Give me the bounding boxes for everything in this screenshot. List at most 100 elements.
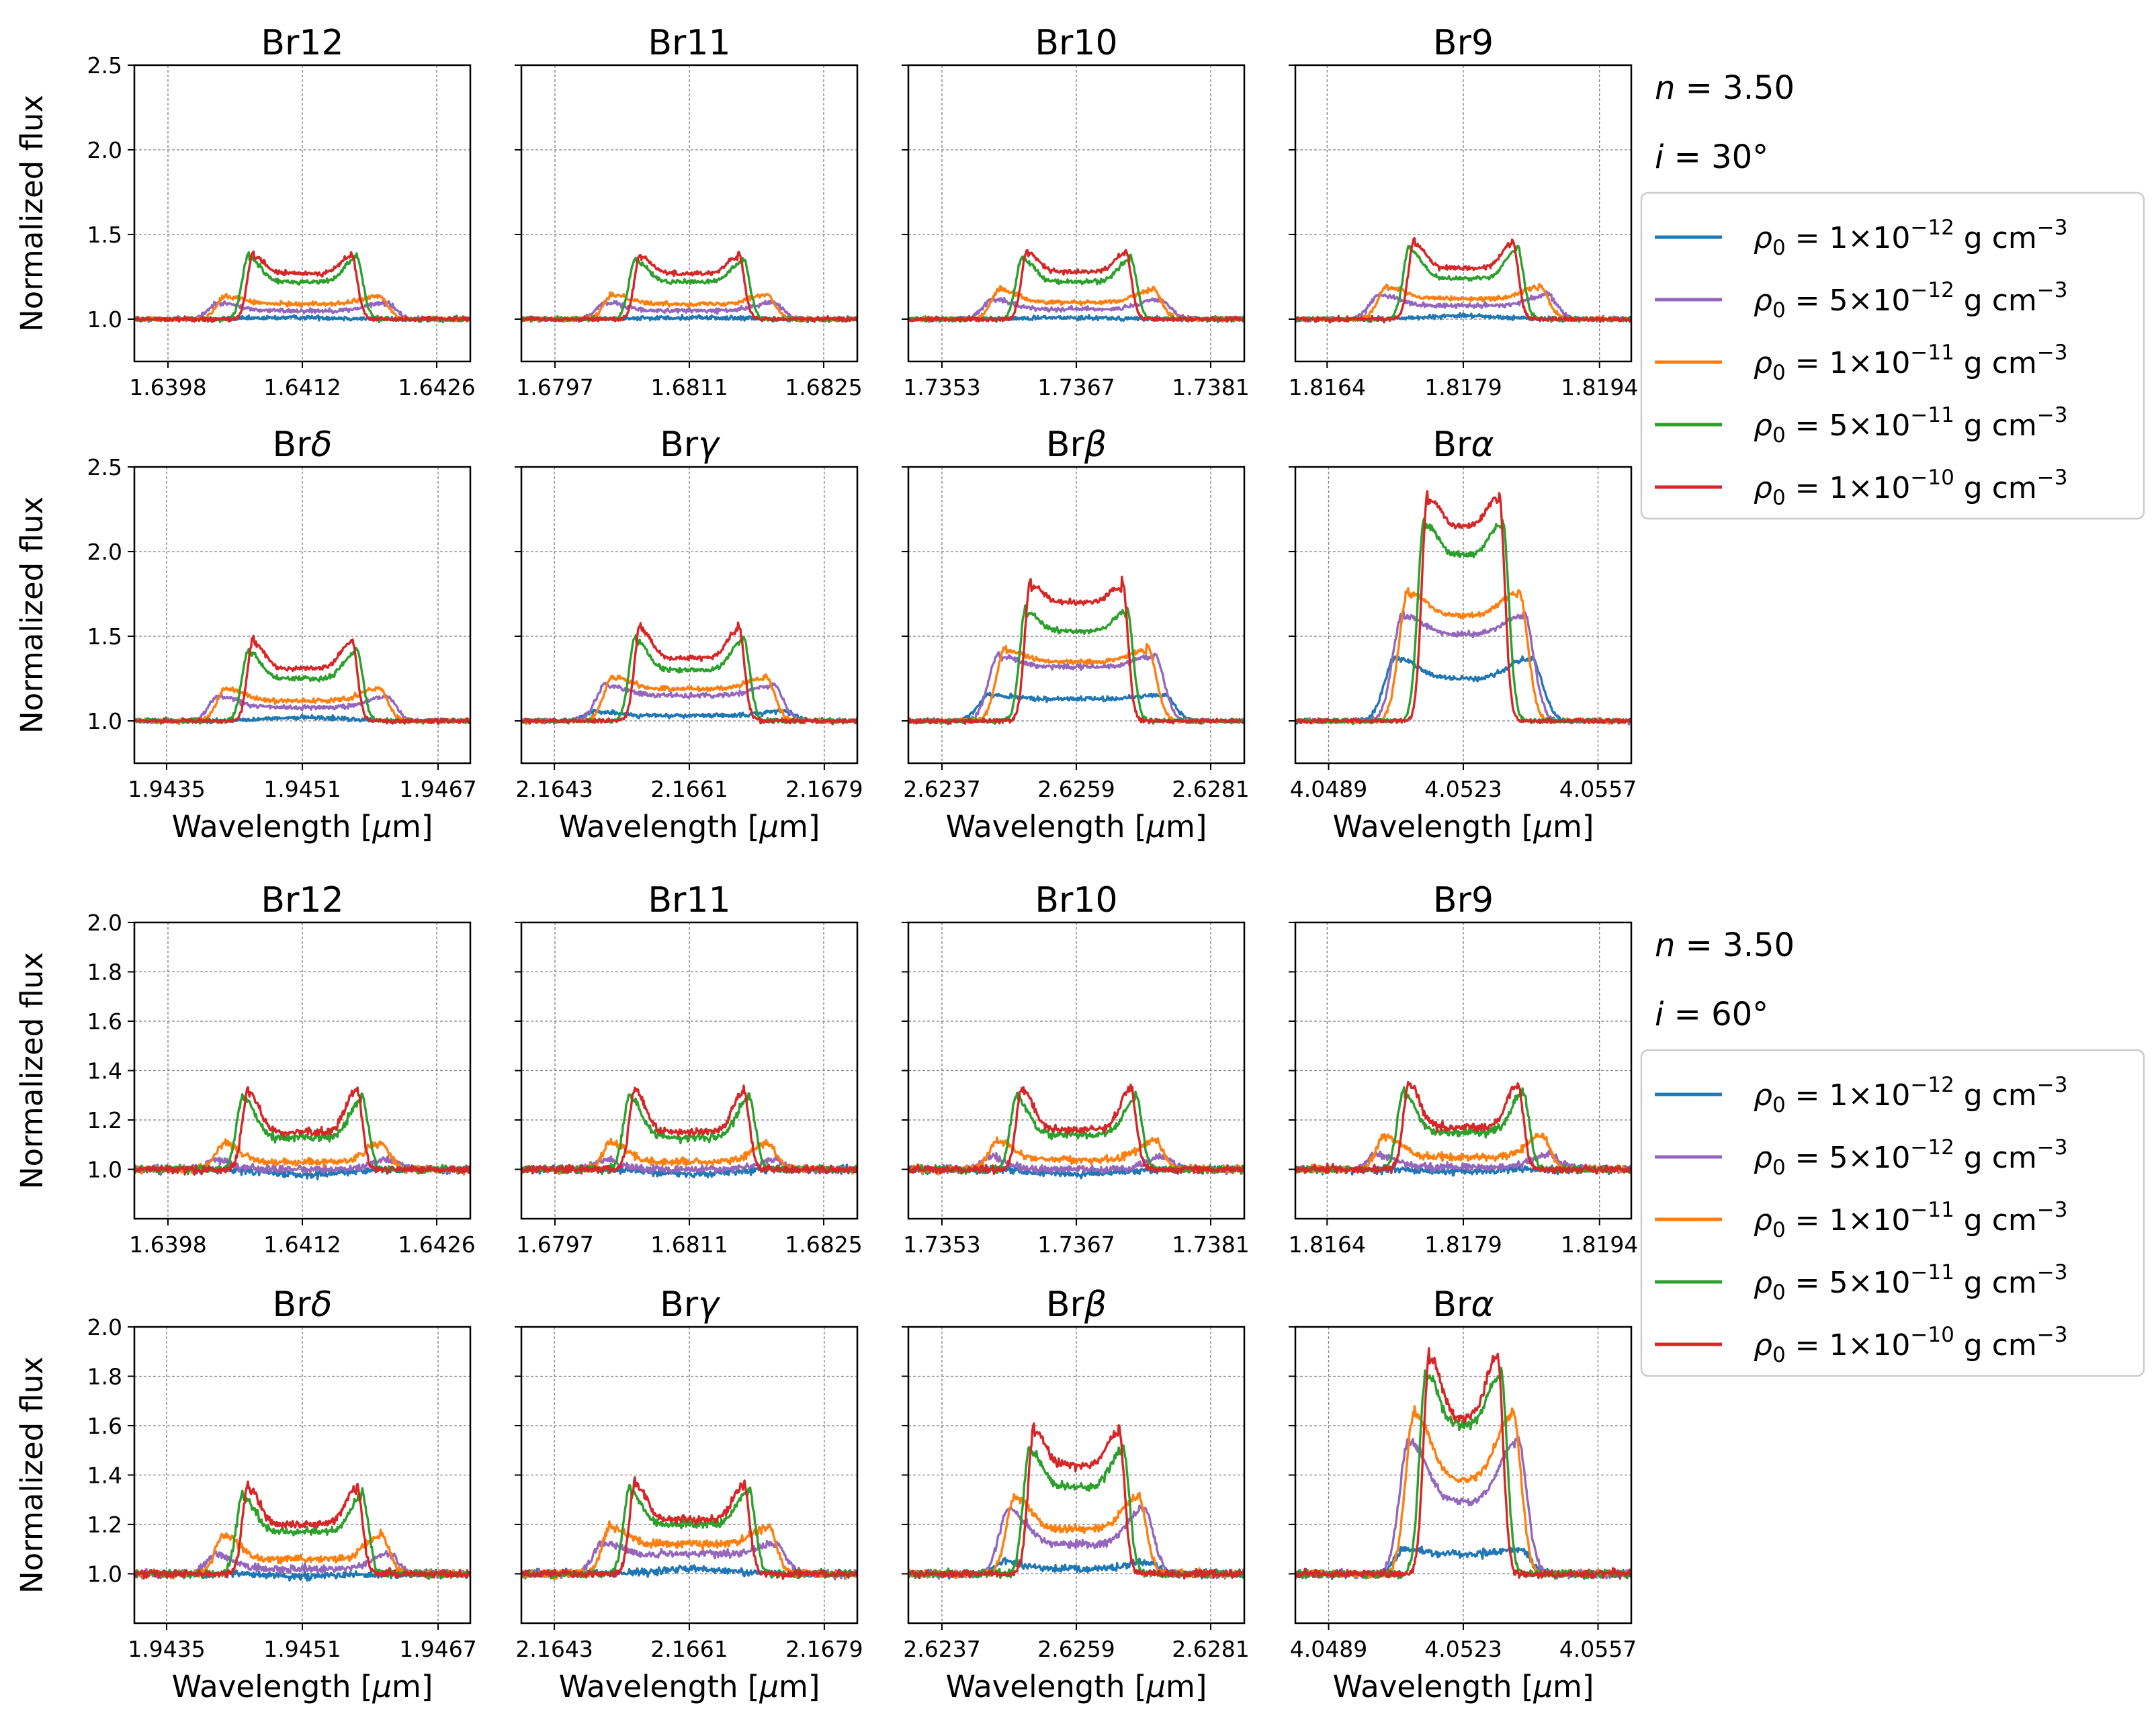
panel-title: Br10 [1035,23,1117,63]
x-tick-label: 1.6398 [129,374,206,400]
x-tick-label: 1.6426 [398,374,475,400]
legend-entry-5: ρ0 = 1×10−10 g cm−3 [1754,466,2067,510]
x-tick-label: 2.1679 [785,1636,863,1662]
x-tick-label: 1.9435 [128,1636,205,1662]
series-group [521,621,857,726]
panel-2-1.8179: 1.8164 1.8179 1.8194 Br9 [1289,880,1639,1258]
legend-entry-3: ρ0 = 1×10−11 g cm−3 [1754,1198,2067,1242]
y-axis-label: Normalized flux [14,952,50,1189]
panel-title: Brγ [660,1285,721,1325]
panel-title: Brβ [1046,425,1107,465]
legend-entry-3: ρ0 = 1×10−11 g cm−3 [1754,341,2067,385]
x-tick-label: 2.6281 [1172,1636,1249,1662]
y-tick-label: 1.0 [87,306,122,333]
series-line-5 [134,634,470,726]
series-group [908,1422,1244,1580]
x-tick-label: 1.6825 [785,1231,862,1258]
panel-1-4.0523: 4.0489 4.0523 4.0557 Brα Wavelength [μm] [1289,425,1637,845]
x-tick-label: 1.6811 [650,1231,728,1258]
x-axis-label: Wavelength [μm] [559,809,820,845]
x-tick-label: 2.6237 [903,776,980,802]
x-tick-label: 1.9467 [399,1636,476,1662]
x-axis-label: Wavelength [μm] [172,809,433,845]
series-line-5 [134,1086,470,1176]
x-tick-label: 1.9451 [263,776,341,802]
series-line-5 [1295,490,1631,725]
legend: ρ0 = 1×10−12 g cm−3 ρ0 = 5×10−12 g cm−3 ρ0… [1640,191,2145,520]
panel-title: Brα [1432,425,1494,465]
x-tick-label: 1.7381 [1172,1231,1249,1258]
series-line-5 [521,1084,857,1175]
x-tick-label: 1.6426 [398,1231,475,1258]
panel-1-1.9451: 1.9435 1.9451 1.9467 1.0 1.5 2.0 2.5 Brδ Normali… [14,425,477,845]
x-axis-label: Wavelength [μm] [1333,809,1594,845]
x-tick-label: 2.6281 [1172,776,1249,802]
x-tick-label: 2.6259 [1037,1636,1115,1662]
legend-entry-5: ρ0 = 1×10−10 g cm−3 [1754,1323,2067,1367]
panel-title: Brδ [273,1285,333,1325]
x-tick-label: 2.6259 [1037,776,1115,802]
x-tick-label: 2.1661 [650,1636,728,1662]
panel-1-1.6811: 1.6797 1.6811 1.6825 Br11 [515,23,863,400]
panel-title: Br10 [1035,880,1117,920]
y-tick-label: 1.8 [87,959,122,986]
panel-title: Brβ [1046,1285,1107,1325]
panel-2-1.9451: 1.9435 1.9451 1.9467 1.0 1.2 1.4 1.6 1.8 2.0 Brδ N… [14,1285,477,1704]
x-tick-label: 1.8164 [1289,374,1366,400]
y-axis-label: Normalized flux [14,1356,50,1594]
y-tick-label: 2.0 [87,539,122,565]
legend-box [1640,1049,2145,1377]
panel-1-1.7367: 1.7353 1.7367 1.7381 Br10 [902,23,1250,400]
legend-entry-1: ρ0 = 1×10−12 g cm−3 [1754,216,2067,260]
y-tick-label: 2.0 [87,1314,122,1340]
y-tick-label: 2.0 [87,910,122,936]
panel-title: Br12 [261,880,343,920]
legend-entry-2: ρ0 = 5×10−12 g cm−3 [1754,1135,2067,1180]
legend-entry-1: ρ0 = 1×10−12 g cm−3 [1754,1073,2067,1117]
x-tick-label: 1.7353 [903,1231,980,1258]
x-tick-label: 2.1679 [785,776,863,802]
series-line-5 [908,249,1244,323]
y-tick-label: 1.4 [87,1463,122,1489]
series-line-5 [908,575,1244,726]
series-line-5 [908,1422,1244,1580]
y-tick-label: 1.0 [87,1561,122,1588]
x-axis-label: Wavelength [μm] [946,1669,1207,1704]
series-line-5 [134,1480,470,1580]
series-group [521,1084,857,1178]
series-group [134,250,470,324]
y-tick-label: 1.5 [87,623,122,650]
series-group [908,1083,1244,1180]
x-tick-label: 1.9451 [263,1636,341,1662]
y-tick-label: 2.5 [87,52,122,79]
x-tick-label: 1.7381 [1172,374,1249,400]
legend-entry-2: ρ0 = 5×10−12 g cm−3 [1754,278,2067,322]
x-tick-label: 1.8179 [1424,1231,1502,1258]
series-group [521,251,857,324]
panel-2-4.0523: 4.0489 4.0523 4.0557 Brα Wavelength [μm] [1289,1285,1637,1704]
x-tick-label: 1.8179 [1424,374,1502,400]
x-tick-label: 1.6825 [785,374,862,400]
x-tick-label: 1.9435 [128,776,205,802]
series-group [521,1476,857,1581]
series-group [134,1086,470,1180]
panel-1-1.8179: 1.8164 1.8179 1.8194 Br9 [1289,23,1639,400]
x-tick-label: 2.6237 [903,1636,980,1662]
x-tick-label: 1.6398 [129,1231,206,1258]
density-index-label: n = 3.50 [1655,926,1795,964]
y-tick-label: 1.6 [87,1008,122,1035]
x-tick-label: 1.7367 [1037,374,1115,400]
panel-title: Br12 [261,23,343,63]
y-tick-label: 2.5 [87,454,122,480]
x-axis-label: Wavelength [μm] [946,809,1207,845]
x-tick-label: 1.6412 [263,374,341,400]
panel-1-1.6412: 1.6398 1.6412 1.6426 1.0 1.5 2.0 2.5 Br12 Normal… [14,23,476,400]
x-tick-label: 2.1661 [650,776,728,802]
series-line-5 [1295,237,1631,324]
y-axis-label: Normalized flux [14,95,50,332]
y-tick-label: 1.4 [87,1058,122,1084]
x-tick-label: 1.8164 [1289,1231,1366,1258]
x-tick-label: 2.1643 [515,776,593,802]
x-tick-label: 4.0557 [1559,776,1637,802]
series-group [1295,1347,1631,1580]
